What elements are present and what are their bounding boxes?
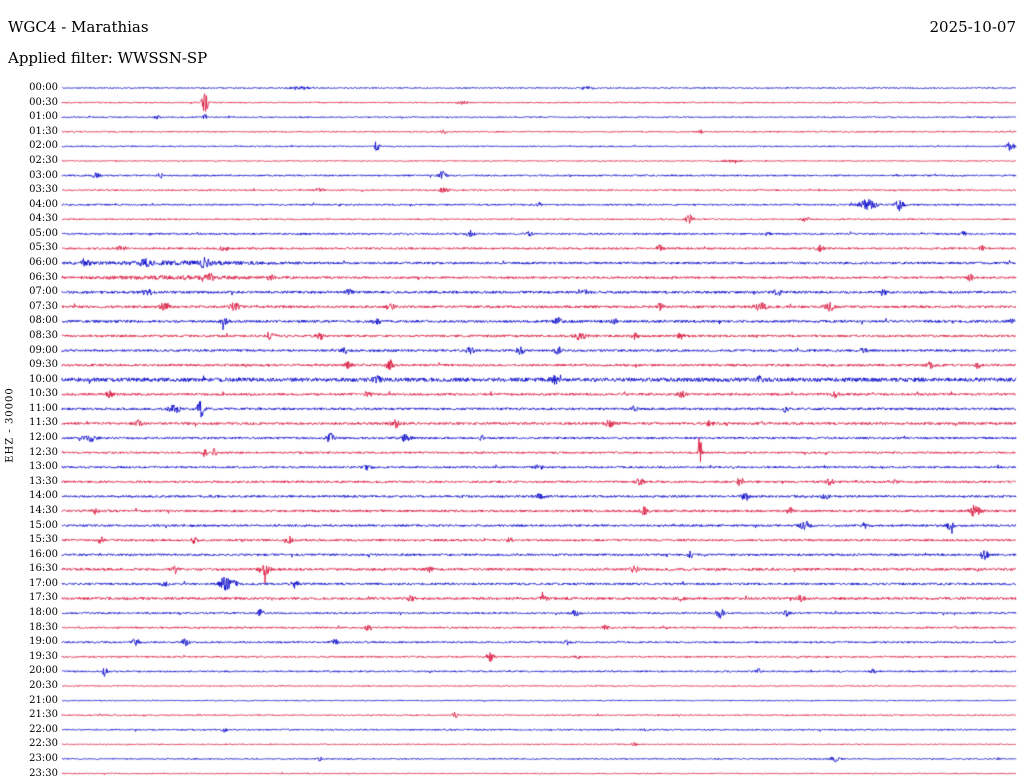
time-label: 15:30 — [29, 534, 58, 546]
time-label: 04:00 — [29, 198, 58, 210]
time-label: 17:00 — [29, 577, 58, 589]
time-label: 14:30 — [29, 504, 58, 516]
time-label: 06:00 — [29, 257, 58, 269]
time-label: 12:30 — [29, 446, 58, 458]
time-label: 11:30 — [29, 417, 58, 429]
filter-label: Applied filter: WWSSN-SP — [8, 49, 208, 67]
time-label: 20:00 — [29, 665, 58, 677]
time-label: 22:30 — [29, 738, 58, 750]
time-label: 02:00 — [29, 140, 58, 152]
time-label: 13:30 — [29, 475, 58, 487]
time-label: 03:30 — [29, 184, 58, 196]
time-label: 16:30 — [29, 563, 58, 575]
time-label: 13:00 — [29, 461, 58, 473]
time-label: 10:30 — [29, 388, 58, 400]
time-label: 21:00 — [29, 694, 58, 706]
time-label: 07:30 — [29, 300, 58, 312]
time-label: 23:00 — [29, 752, 58, 764]
time-label: 09:30 — [29, 359, 58, 371]
time-label: 05:30 — [29, 242, 58, 254]
time-label: 09:00 — [29, 344, 58, 356]
time-label: 23:30 — [29, 767, 58, 779]
time-label: 01:30 — [29, 125, 58, 137]
time-label: 06:30 — [29, 271, 58, 283]
time-label: 18:30 — [29, 621, 58, 633]
time-label: 21:30 — [29, 709, 58, 721]
time-label: 04:30 — [29, 213, 58, 225]
time-label: 08:00 — [29, 315, 58, 327]
time-label: 10:00 — [29, 373, 58, 385]
time-label: 16:00 — [29, 548, 58, 560]
time-label: 12:00 — [29, 432, 58, 444]
time-label: 20:30 — [29, 679, 58, 691]
time-label: 19:00 — [29, 636, 58, 648]
date-label: 2025-10-07 — [929, 18, 1016, 36]
time-label: 05:00 — [29, 227, 58, 239]
time-label: 11:00 — [29, 402, 58, 414]
time-label: 00:00 — [29, 82, 58, 93]
time-label: 07:00 — [29, 286, 58, 298]
time-label: 15:00 — [29, 519, 58, 531]
time-label: 14:00 — [29, 490, 58, 502]
time-label: 02:30 — [29, 154, 58, 166]
time-label: 17:30 — [29, 592, 58, 604]
time-label: 01:00 — [29, 111, 58, 123]
channel-scale-axis-label: EHZ - 30000 — [4, 387, 16, 463]
time-label: 00:30 — [29, 96, 58, 108]
time-label: 19:30 — [29, 650, 58, 662]
time-label: 18:00 — [29, 607, 58, 619]
time-label: 22:00 — [29, 723, 58, 735]
time-label: 03:00 — [29, 169, 58, 181]
station-title: WGC4 - Marathias — [8, 18, 149, 36]
time-label: 08:30 — [29, 329, 58, 341]
